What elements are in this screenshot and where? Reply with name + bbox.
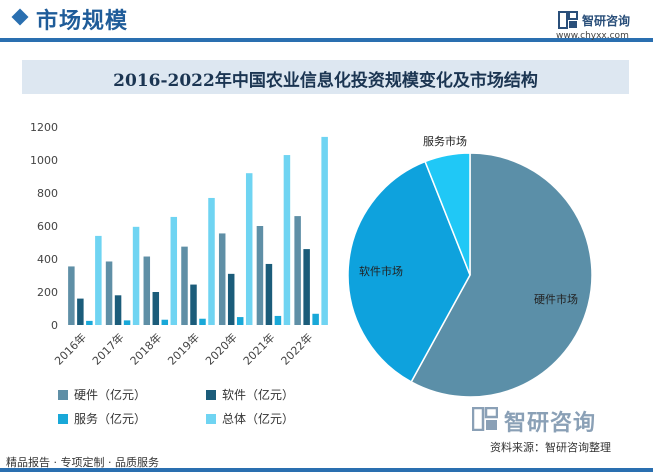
x-tick-label: 2022年 [278, 330, 315, 367]
legend-swatch-software [206, 390, 216, 400]
bar-legend: 硬件（亿元） 软件（亿元） 服务（亿元） 总体（亿元） [58, 386, 328, 430]
bar-service [199, 318, 206, 325]
bar-hardware [68, 266, 75, 325]
header-divider [0, 38, 653, 42]
x-tick-label: 2017年 [89, 330, 126, 367]
bar-service [123, 320, 131, 325]
bar-hardware [294, 216, 301, 325]
brand-logo-icon [558, 11, 578, 29]
footer-logo-name: 智研咨询 [504, 411, 597, 436]
bar-software [227, 273, 235, 325]
bar-service [86, 320, 93, 326]
x-tick-label: 2019年 [165, 330, 202, 367]
bar-total [283, 155, 291, 325]
pie-slice-software [347, 160, 471, 383]
y-tick-label: 0 [51, 319, 58, 332]
bar-total [170, 216, 178, 325]
header: 市场规模 [0, 0, 653, 46]
bar-hardware [181, 246, 188, 326]
legend-swatch-hardware [58, 390, 68, 400]
pie-slice-hardware [410, 152, 593, 398]
y-tick-label: 600 [37, 220, 58, 233]
bar-hardware [143, 256, 151, 325]
data-source: 资料来源：智研咨询整理 [490, 441, 611, 454]
chart-title: 2016-2022年中国农业信息化投资规模变化及市场结构 [113, 71, 538, 91]
y-tick-label: 400 [37, 253, 58, 266]
bar-software [152, 292, 160, 325]
bar-service [161, 319, 169, 325]
bar-software [114, 295, 122, 325]
pie-slice-service [424, 152, 471, 276]
bar-hardware [256, 226, 264, 325]
y-tick-label: 200 [37, 286, 58, 299]
bar-software [77, 298, 84, 325]
bar-total [321, 136, 328, 325]
legend-software: 软件（亿元） [222, 388, 295, 402]
bar-service [236, 317, 244, 325]
bar-service [312, 313, 319, 325]
bar-total [132, 226, 140, 325]
pie-chart: 硬件市场 软件市场 服务市场 [347, 134, 593, 398]
bar-total [245, 173, 253, 325]
brand-url: www.chyxx.com [556, 31, 629, 41]
legend-swatch-total [206, 414, 216, 424]
x-tick-label: 2018年 [127, 330, 164, 367]
legend-hardware: 硬件（亿元） [74, 388, 147, 402]
bar-service [274, 315, 282, 325]
section-title: 市场规模 [36, 9, 129, 34]
legend-service: 服务（亿元） [74, 412, 147, 426]
bar-software [265, 263, 273, 325]
bar-hardware [105, 261, 113, 325]
bar-chart: 0 200 400 600 800 1000 1200 2016年 2017年 2018年 2019… [30, 121, 328, 368]
pie-label-service: 服务市场 [423, 134, 467, 148]
footer-slogan: 精品报告 · 专项定制 · 品质服务 [6, 456, 159, 469]
chart-title-band: 2016-2022年中国农业信息化投资规模变化及市场结构 [22, 60, 629, 94]
y-tick-label: 1000 [30, 154, 58, 167]
footer-logo-icon [472, 407, 498, 431]
bar-software [303, 249, 310, 325]
y-tick-label: 800 [37, 187, 58, 200]
bar-hardware [218, 233, 226, 325]
legend-total: 总体（亿元） [222, 412, 295, 426]
bar-total [95, 235, 102, 325]
pie-label-hardware: 硬件市场 [534, 292, 578, 306]
y-tick-label: 1200 [30, 121, 58, 134]
bar-total [208, 197, 215, 325]
x-tick-label: 2021年 [240, 330, 277, 367]
x-tick-label: 2016年 [52, 330, 89, 367]
bar-software [190, 284, 197, 325]
pie-label-software: 软件市场 [359, 264, 403, 278]
brand-name: 智研咨询 [582, 14, 631, 28]
x-tick-label: 2020年 [202, 330, 239, 367]
footer-divider [0, 468, 653, 472]
legend-swatch-service [58, 414, 68, 424]
